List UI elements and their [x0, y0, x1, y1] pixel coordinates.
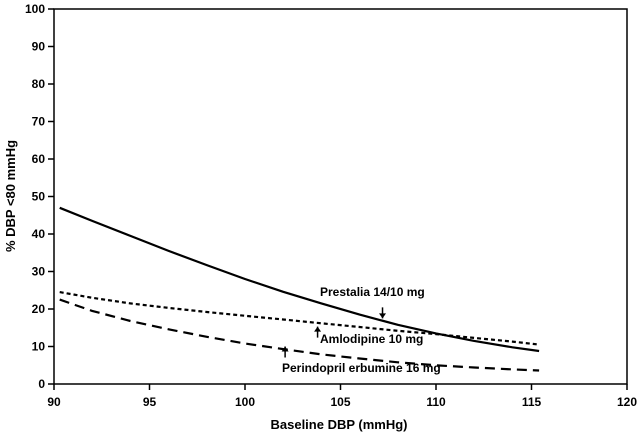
y-tick-label: 90 [32, 40, 46, 54]
annotation-2: Perindopril erbumine 16 mg [281, 346, 441, 375]
annotation-arrow-head [281, 346, 289, 352]
annotation-arrow-head [314, 326, 322, 332]
x-tick-label: 100 [235, 395, 255, 409]
y-tick-label: 40 [32, 227, 46, 241]
x-axis-title: Baseline DBP (mmHg) [270, 417, 407, 432]
y-tick-label: 20 [32, 302, 46, 316]
y-tick-label: 60 [32, 152, 46, 166]
x-tick-label: 115 [522, 395, 542, 409]
y-tick-label: 30 [32, 265, 46, 279]
series-line-0 [59, 206, 540, 353]
y-tick-label: 50 [32, 190, 46, 204]
x-tick-label: 120 [617, 395, 637, 409]
y-axis-title: % DBP <80 mmHg [3, 140, 18, 252]
annotation-arrow-head [379, 313, 387, 319]
x-tick-label: 105 [330, 395, 350, 409]
annotation-0: Prestalia 14/10 mg [320, 285, 425, 319]
x-tick-label: 90 [47, 395, 61, 409]
annotation-label: Perindopril erbumine 16 mg [282, 361, 441, 375]
y-tick-label: 0 [38, 377, 45, 391]
axes: 90 95 100 105 110 115 120 0 10 20 30 40 50 60 70 80 90 10… [25, 2, 637, 409]
annotation-label: Prestalia 14/10 mg [320, 285, 425, 299]
series-layer [59, 206, 540, 372]
annotation-label: Amlodipine 10 mg [320, 332, 423, 346]
y-tick-label: 80 [32, 77, 46, 91]
y-tick-label: 100 [25, 2, 45, 16]
x-tick-label: 110 [426, 395, 446, 409]
x-tick-label: 95 [143, 395, 157, 409]
plot-frame [53, 8, 628, 385]
annotation-1: Amlodipine 10 mg [314, 326, 423, 346]
annotations-layer: Prestalia 14/10 mg Amlodipine 10 mg Perind… [281, 285, 441, 375]
series-line-2 [59, 298, 540, 372]
series-line-1 [59, 291, 540, 346]
y-tick-label: 70 [32, 115, 46, 129]
y-tick-label: 10 [32, 340, 46, 354]
